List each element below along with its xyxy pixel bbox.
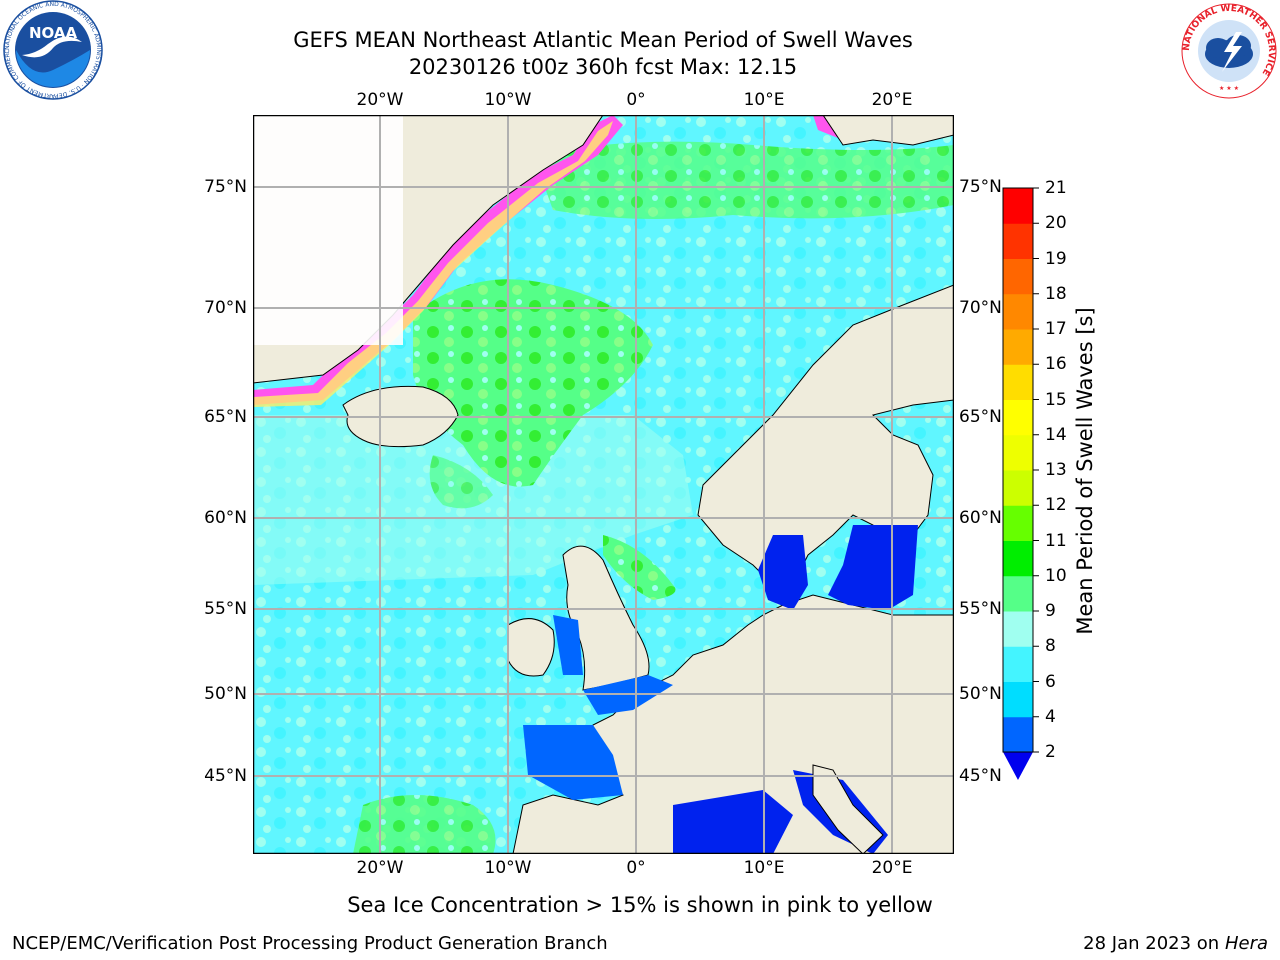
swell-region-green-north (413, 279, 653, 487)
lon-tick-top: 0° (626, 90, 646, 110)
lat-tick-right: 75°N (959, 177, 1002, 197)
colorbar-tick-marks (1033, 187, 1039, 753)
lat-tick-right: 55°N (959, 599, 1002, 619)
ice-sheet (253, 115, 403, 345)
colorbar-tick-label: 6 (1045, 671, 1056, 692)
lat-tick-right: 65°N (959, 407, 1002, 427)
footer-host: Hera (1224, 933, 1268, 954)
swell-region-green-northsea (603, 535, 676, 600)
colorbar-tick-label: 19 (1045, 248, 1067, 269)
noaa-logo: NATIONAL OCEANIC AND ATMOSPHERIC ADMINIS… (2, 0, 103, 100)
swell-region-green-arctic (533, 141, 954, 219)
nws-logo: NATIONAL WEATHER SERVICE ★ ★ ★ (1181, 3, 1277, 99)
lon-tick-bottom: 10°W (484, 858, 532, 878)
colorbar-segment (1003, 223, 1033, 259)
lon-tick-bottom: 20°E (871, 858, 913, 878)
baltic-sea-main (828, 525, 918, 610)
colorbar-tick-label: 16 (1045, 354, 1067, 375)
star-icon: ★ ★ ★ (1219, 85, 1239, 92)
colorbar-tick-label: 4 (1045, 706, 1056, 727)
colorbar-segment (1003, 716, 1033, 753)
chart-title: GEFS MEAN Northeast Atlantic Mean Period… (293, 28, 913, 52)
colorbar-tick-label: 8 (1045, 636, 1056, 657)
land-scandinavia (697, 284, 954, 586)
colorbar-segment (1003, 646, 1033, 682)
lat-tick-left: 60°N (204, 508, 247, 528)
colorbar-tick-label: 11 (1045, 530, 1067, 551)
colorbar-tick-label: 15 (1045, 389, 1067, 410)
land-svalbard (822, 115, 954, 146)
lon-tick-bottom: 20°W (356, 858, 404, 878)
lon-tick-top: 10°E (743, 90, 785, 110)
colorbar-segment (1003, 505, 1033, 541)
colorbar-tick-label: 17 (1045, 319, 1067, 339)
lon-tick-bottom: 0° (626, 858, 646, 878)
colorbar-segment (1003, 329, 1033, 365)
colorbar-segment (1003, 611, 1033, 647)
map (253, 115, 954, 854)
lat-tick-left: 50°N (204, 684, 247, 704)
lon-tick-top: 10°W (484, 90, 532, 110)
footer-date: 28 Jan 2023 on Hera (1083, 933, 1268, 955)
lat-tick-right: 50°N (959, 684, 1002, 704)
lat-tick-left: 55°N (204, 599, 247, 619)
lat-tick-left: 75°N (204, 177, 247, 197)
swell-region-green-south (353, 795, 496, 854)
colorbar-under-arrow (1003, 752, 1033, 780)
colorbar-segment (1003, 575, 1033, 612)
colorbar-tick-label: 9 (1045, 601, 1056, 621)
colorbar-tick-label: 20 (1045, 213, 1067, 234)
colorbar-segment (1003, 258, 1033, 295)
colorbar-segment (1003, 364, 1033, 400)
colorbar-tick-label: 10 (1045, 565, 1067, 586)
colorbar-segment (1003, 681, 1033, 718)
land-ireland (507, 618, 555, 677)
lon-tick-top: 20°W (356, 90, 404, 110)
lat-tick-left: 45°N (204, 766, 247, 786)
gridlines (253, 115, 954, 854)
colorbar-segment (1003, 434, 1033, 471)
swell-region-green-west (429, 455, 493, 509)
colorbar-segment (1003, 293, 1033, 330)
map-frame (253, 115, 954, 854)
noaa-text: NOAA (29, 24, 78, 42)
colorbar-segment (1003, 470, 1033, 506)
colorbar-segment (1003, 399, 1033, 436)
colorbar-tick-label: 13 (1045, 460, 1067, 480)
baltic-sea (758, 535, 808, 610)
colorbar-segments (1003, 188, 1033, 753)
colorbar-tick-label: 2 (1045, 742, 1056, 762)
lon-tick-top: 20°E (871, 90, 913, 110)
colorbar-tick-label: 12 (1045, 495, 1067, 516)
colorbar-tick-label: 21 (1045, 178, 1067, 198)
colorbar-segment (1003, 188, 1033, 224)
footer-date-text: 28 Jan 2023 on (1083, 933, 1220, 954)
swell-region-blue-biscay (523, 725, 623, 800)
colorbar-segment (1003, 540, 1033, 577)
swell-region-blue-irishsea (553, 615, 583, 675)
lat-tick-right: 60°N (959, 508, 1002, 528)
colorbar-tick-label: 18 (1045, 283, 1067, 304)
chart-subtitle: 20230126 t00z 360h fcst Max: 12.15 (408, 55, 798, 79)
ice-caption: Sea Ice Concentration > 15% is shown in … (347, 893, 933, 917)
colorbar (1002, 187, 1039, 780)
colorbar-tick-label: 14 (1045, 424, 1067, 445)
lat-tick-right: 70°N (959, 298, 1002, 318)
lat-tick-right: 45°N (959, 766, 1002, 786)
lat-tick-left: 70°N (204, 298, 247, 318)
lon-tick-bottom: 10°E (743, 858, 785, 878)
footer-credit: NCEP/EMC/Verification Post Processing Pr… (12, 933, 608, 954)
colorbar-label: Mean Period of Swell Waves [s] (1073, 307, 1097, 635)
lat-tick-left: 65°N (204, 407, 247, 427)
